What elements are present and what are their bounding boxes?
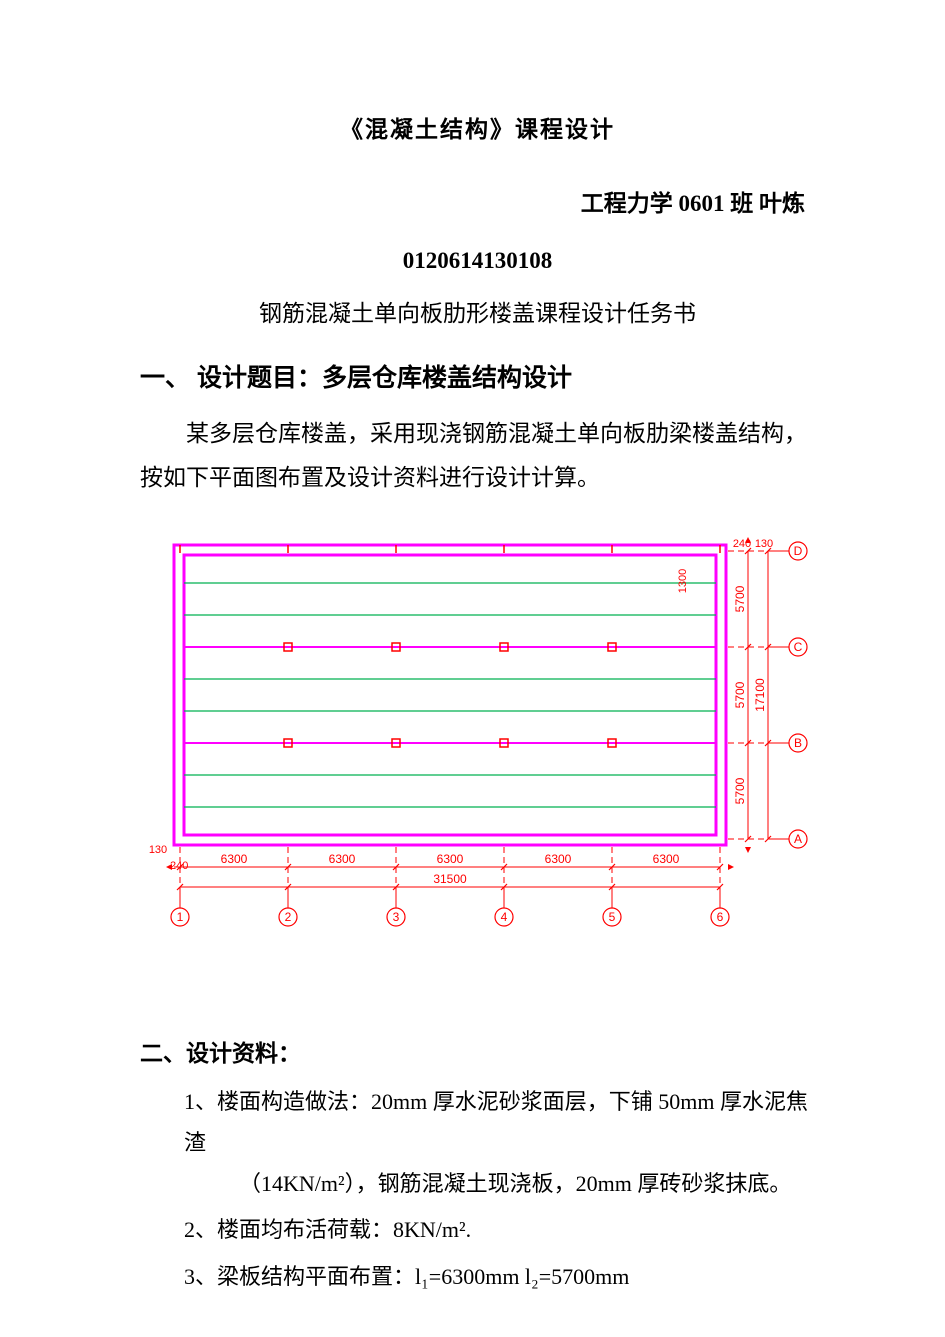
floor-plan-svg: 1302406300630063006300630031500123456570… (140, 529, 840, 939)
svg-text:2: 2 (285, 910, 292, 924)
section1-paragraph: 某多层仓库楼盖，采用现浇钢筋混凝土单向板肋梁楼盖结构，按如下平面图布置及设计资料… (140, 412, 815, 499)
floor-plan-diagram: 1302406300630063006300630031500123456570… (140, 529, 840, 944)
svg-text:1: 1 (177, 910, 184, 924)
subtitle: 钢筋混凝土单向板肋形楼盖课程设计任务书 (140, 294, 815, 328)
svg-text:31500: 31500 (433, 872, 467, 886)
svg-text:6300: 6300 (437, 852, 464, 866)
item-num: 3、 (184, 1264, 217, 1289)
svg-text:130: 130 (755, 538, 773, 550)
svg-text:6300: 6300 (653, 852, 680, 866)
item-text: 楼面构造做法：20mm 厚水泥砂浆面层，下铺 50mm 厚水泥焦渣 (184, 1089, 808, 1155)
item-num: 1、 (184, 1089, 217, 1114)
section1-heading: 一、 设计题目：多层仓库楼盖结构设计 (140, 358, 815, 394)
byline: 工程力学 0601 班 叶炼 (140, 184, 815, 218)
section2-heading: 二、设计资料： (140, 1034, 815, 1068)
svg-text:6: 6 (717, 910, 724, 924)
svg-text:5700: 5700 (733, 682, 747, 709)
svg-text:5700: 5700 (733, 778, 747, 805)
design-item-1: 1、楼面构造做法：20mm 厚水泥砂浆面层，下铺 50mm 厚水泥焦渣 （14K… (184, 1082, 815, 1204)
svg-text:5700: 5700 (733, 586, 747, 613)
document-page: 《混凝土结构》课程设计 工程力学 0601 班 叶炼 0120614130108… (0, 0, 945, 1337)
item-num: 2、 (184, 1217, 217, 1242)
item-text: 楼面均布活荷载：8KN/m². (217, 1217, 471, 1242)
svg-text:6300: 6300 (329, 852, 356, 866)
item-text-cont: （14KN/m²），钢筋混凝土现浇板，20mm 厚砖砂浆抹底。 (239, 1164, 815, 1205)
student-id: 0120614130108 (140, 248, 815, 274)
svg-text:6300: 6300 (545, 852, 572, 866)
design-item-2: 2、楼面均布活荷载：8KN/m². (184, 1210, 815, 1251)
svg-text:130: 130 (149, 844, 167, 856)
design-item-3: 3、梁板结构平面布置：l₁=6300mm l₂=5700mm (184, 1257, 815, 1298)
main-title: 《混凝土结构》课程设计 (140, 110, 815, 144)
svg-text:B: B (794, 736, 802, 750)
svg-text:3: 3 (393, 910, 400, 924)
svg-text:6300: 6300 (221, 852, 248, 866)
svg-text:17100: 17100 (753, 678, 767, 712)
svg-text:D: D (794, 544, 803, 558)
svg-text:5: 5 (609, 910, 616, 924)
svg-text:4: 4 (501, 910, 508, 924)
svg-text:240: 240 (170, 860, 188, 872)
svg-text:A: A (794, 832, 802, 846)
svg-text:1300: 1300 (677, 569, 689, 593)
svg-text:C: C (794, 640, 803, 654)
item-text: 梁板结构平面布置：l₁=6300mm l₂=5700mm (217, 1264, 629, 1289)
